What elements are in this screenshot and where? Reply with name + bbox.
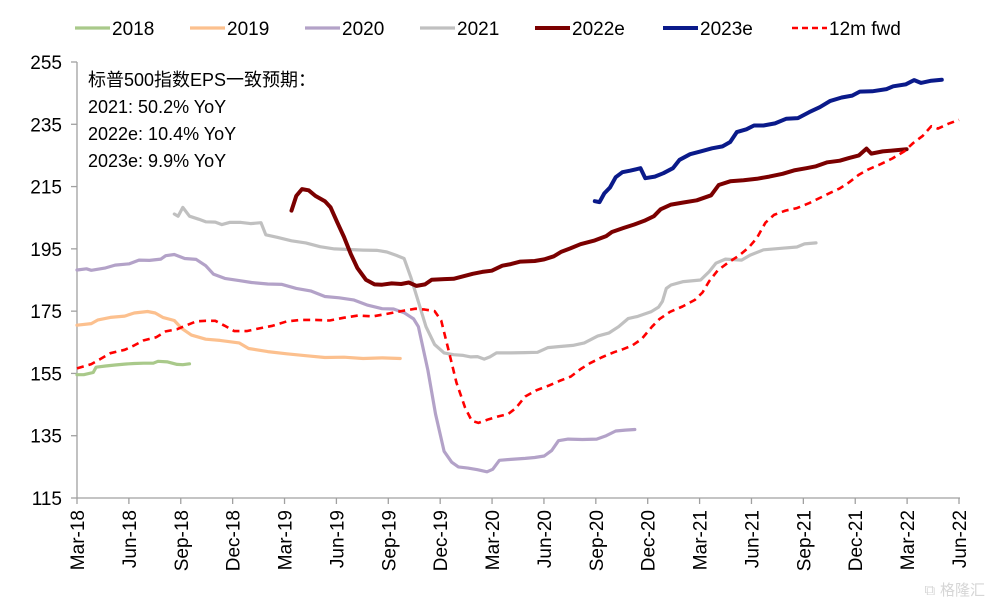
legend-item-2022e: 2022e: [535, 19, 625, 40]
y-tick-label: 135: [30, 427, 62, 448]
y-tick-label: 255: [30, 53, 62, 74]
legend: 2018 2019 2020 2021 2022e 2023e 12m fwd: [75, 19, 901, 40]
y-tick-label: 215: [30, 178, 62, 199]
series-line-2021: [172, 205, 818, 361]
series-line-2022e: [289, 146, 909, 288]
series-line-2019: [75, 309, 402, 361]
series-line-2018: [75, 359, 192, 377]
y-tick-label: 195: [30, 240, 62, 261]
legend-label: 2023e: [700, 19, 753, 40]
watermark-logo-icon: ⧉: [924, 581, 936, 599]
x-tick-label: Jun-20: [535, 510, 556, 568]
legend-item-2020: 2020: [305, 19, 384, 40]
x-tick-label: Jun-18: [120, 510, 141, 568]
y-ticks: 115 135 155 175 195 215 235 255: [30, 53, 77, 510]
annotation-line-2: 2021: 50.2% YoY: [88, 97, 226, 117]
legend-item-2019: 2019: [190, 19, 269, 40]
annotation-line-3: 2022e: 10.4% YoY: [88, 124, 236, 144]
x-tick-label: Mar-21: [691, 510, 712, 570]
legend-item-2023e: 2023e: [663, 19, 753, 40]
legend-label: 2021: [457, 19, 499, 40]
legend-item-12m-fwd: 12m fwd: [792, 19, 901, 40]
series-line-2023e: [592, 77, 944, 205]
legend-label: 2022e: [572, 19, 625, 40]
x-tick-label: Sep-18: [172, 510, 193, 571]
x-tick-label: Dec-19: [431, 510, 452, 571]
series-line-2020: [75, 252, 637, 474]
x-tick-label: Sep-19: [379, 510, 400, 571]
legend-item-2021: 2021: [420, 19, 499, 40]
y-tick-label: 175: [30, 302, 62, 323]
annotation-line-1: 标普500指数EPS一致预期：: [88, 70, 316, 90]
y-tick-label: 115: [32, 489, 62, 510]
x-tick-label: Mar-19: [276, 510, 297, 570]
x-tick-label: Mar-18: [68, 510, 89, 570]
watermark-text: 格隆汇: [939, 581, 985, 599]
annotation-line-4: 2023e: 9.9% YoY: [88, 151, 226, 171]
x-tick-label: Jun-21: [742, 510, 763, 568]
annotation-box: 标普500指数EPS一致预期： 2021: 50.2% YoY 2022e: 1…: [88, 70, 316, 171]
legend-label: 2018: [112, 19, 154, 40]
x-tick-label: Sep-21: [794, 510, 815, 571]
x-tick-label: Jun-22: [950, 510, 971, 568]
legend-label: 12m fwd: [829, 19, 901, 40]
y-tick-label: 235: [30, 115, 62, 136]
x-tick-label: Mar-22: [898, 510, 919, 570]
x-tick-label: Dec-21: [846, 510, 867, 571]
x-tick-label: Dec-20: [639, 510, 660, 571]
x-tick-label: Dec-18: [224, 510, 245, 571]
x-tick-label: Jun-19: [327, 510, 348, 568]
x-tick-label: Sep-20: [587, 510, 608, 571]
legend-item-2018: 2018: [75, 19, 154, 40]
series-group: [75, 77, 960, 474]
y-tick-label: 155: [30, 364, 62, 385]
series-line-12m-fwd: [76, 118, 960, 425]
x-tick-label: Mar-20: [483, 510, 504, 570]
x-ticks: Mar-18 Jun-18 Sep-18 Dec-18 Mar-19 Jun-19 Sep-…: [68, 498, 971, 571]
legend-label: 2020: [342, 19, 384, 40]
axes: 115 135 155 175 195 215 235 255 Mar-18 Jun-18 Sep…: [30, 53, 971, 571]
legend-label: 2019: [227, 19, 269, 40]
watermark: ⧉ 格隆汇: [924, 579, 985, 600]
